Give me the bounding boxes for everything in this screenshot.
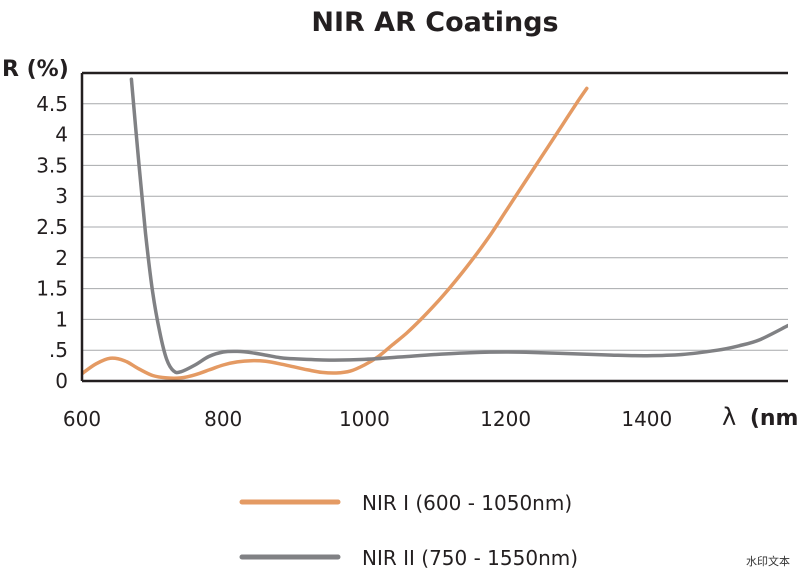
legend: NIR I (600 - 1050nm) NIR II (750 - 1550nm… [239, 491, 578, 570]
y-axis-label: R (%) [2, 57, 69, 82]
series-line-1 [82, 86, 589, 380]
x-tick-label: 1000 [339, 407, 390, 431]
x-tick-label: 1200 [480, 407, 531, 431]
y-tick-label: 4 [55, 123, 68, 147]
x-tick-label: 1400 [621, 407, 672, 431]
y-tick-label: 2.5 [36, 215, 68, 239]
x-axis-unit: (nm) [750, 406, 800, 431]
chart-title: NIR AR Coatings [311, 7, 558, 38]
watermark: 水印文本 [746, 554, 790, 568]
y-tick-label: 2 [55, 246, 68, 270]
y-tick-label: 4.5 [36, 92, 68, 116]
x-tick-label: 800 [204, 407, 242, 431]
axes [80, 71, 788, 383]
y-tick-label: .5 [49, 338, 68, 362]
y-tick-label: 0 [55, 369, 68, 393]
x-axis-symbol: λ [722, 403, 736, 431]
series-group [82, 77, 788, 380]
x-tick-labels: 600 800 1000 1200 1400 [63, 407, 672, 431]
y-tick-label: 3 [55, 184, 68, 208]
legend-label-2: NIR II (750 - 1550nm) [362, 546, 578, 570]
y-tick-label: 1.5 [36, 277, 68, 301]
x-axis-label: λ (nm) [722, 403, 800, 431]
x-tick-label: 600 [63, 407, 101, 431]
legend-label-1: NIR I (600 - 1050nm) [362, 491, 572, 515]
series-line-2 [129, 77, 788, 375]
y-tick-labels: 0 .5 1 1.5 2 2.5 3 3.5 4 4.5 [36, 92, 68, 393]
grid-lines [82, 103, 788, 351]
y-tick-label: 1 [55, 307, 68, 331]
y-tick-label: 3.5 [36, 153, 68, 177]
